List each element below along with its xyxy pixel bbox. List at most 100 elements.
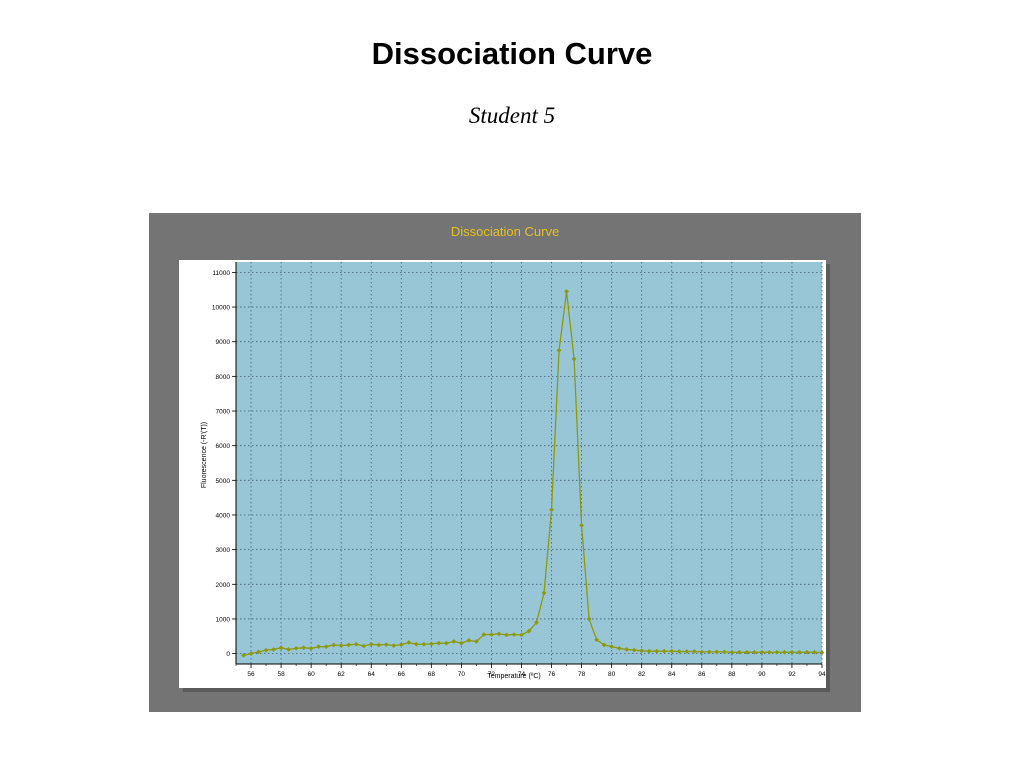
data-point [376,642,382,648]
x-tick-label: 62 [338,671,346,678]
data-point [804,649,810,655]
x-tick-label: 58 [277,671,285,678]
y-tick-label: 4000 [216,512,231,519]
x-tick-label: 86 [698,671,706,678]
data-point [496,631,502,637]
x-tick-label: 76 [548,671,556,678]
data-point [661,648,667,654]
data-point [789,649,795,655]
data-point [406,640,412,645]
data-point [736,649,742,655]
data-point [308,646,314,651]
data-point [691,649,697,654]
slide-title: Dissociation Curve [371,36,653,71]
x-tick-label: 74 [518,671,526,678]
data-point [751,649,757,655]
data-point [759,649,765,655]
data-point [721,649,727,655]
data-point [624,647,630,652]
data-point [278,645,284,651]
data-point [541,590,547,596]
data-point [782,649,787,655]
y-tick-label: 3000 [216,547,231,554]
data-point [669,648,675,654]
data-point [451,639,457,644]
y-tick-label: 11000 [212,270,230,277]
y-tick-label: 5000 [216,478,231,485]
y-tick-label: 9000 [216,339,231,346]
x-tick-label: 78 [578,671,586,678]
x-tick-label: 90 [758,671,766,678]
y-tick-label: 10000 [212,305,230,312]
data-point [271,647,276,652]
x-tick-label: 94 [818,671,826,678]
data-point [646,648,652,654]
data-point [436,640,442,646]
data-point [684,649,690,654]
data-point [443,640,449,646]
data-point [534,620,539,625]
y-tick-label: 7000 [216,409,231,416]
chart-panel: Dissociation Curve 56 58 60 62 64 66 68 70 72 74 7… [149,213,861,712]
data-point [594,637,600,643]
data-point [699,649,705,655]
data-point [586,616,592,622]
data-point [631,647,637,653]
data-point [368,641,374,647]
data-point [428,641,434,647]
data-point [286,647,291,652]
x-axis-label: Temperature (ºC) [487,673,541,680]
x-tick-label: 80 [608,671,616,678]
data-point [729,649,735,655]
data-point [383,642,389,647]
chart-title: Dissociation Curve [451,224,559,239]
y-tick-label: 8000 [216,374,231,381]
data-point [549,507,554,513]
data-point [458,640,464,646]
y-tick-label: 2000 [216,582,231,589]
data-point [556,347,562,353]
x-tick-label: 88 [728,671,736,678]
x-tick-label: 64 [368,671,376,678]
grid-layer [236,262,823,664]
data-point [767,649,772,655]
data-point [489,632,494,637]
y-tick-label: 0 [226,651,230,658]
data-point [744,649,750,655]
x-tick-label: 68 [428,671,436,678]
dissociation-chart: Dissociation Curve 56 58 60 62 64 66 68 70 72 74 7… [179,224,830,692]
x-tick-label: 84 [668,671,676,678]
x-tick-label: 66 [398,671,406,678]
x-tick-label: 56 [247,671,255,678]
data-point [571,356,577,362]
data-point [481,632,487,637]
x-tick-label: 60 [308,671,316,678]
data-point [812,649,817,655]
data-point [256,649,261,655]
data-point [797,649,802,655]
x-tick-label: 72 [488,671,496,678]
x-tick-label: 70 [458,671,466,678]
data-point [676,649,682,654]
data-point [819,650,825,655]
data-point [421,641,427,647]
data-point [526,628,532,634]
data-point [609,644,615,650]
data-point [579,522,584,528]
data-point [293,646,299,651]
x-tick-label: 82 [638,671,646,678]
data-point [774,649,780,655]
data-point [466,638,472,643]
data-point [519,632,524,638]
data-point [504,632,509,638]
series-layer [241,289,825,658]
data-point [706,649,712,655]
data-point [331,642,337,648]
plot-area [236,262,822,664]
data-point [601,642,607,648]
data-point [316,644,322,650]
y-tick-label: 1000 [216,616,231,623]
data-point [346,642,352,648]
data-point [323,644,329,650]
x-tick-label: 92 [788,671,796,678]
